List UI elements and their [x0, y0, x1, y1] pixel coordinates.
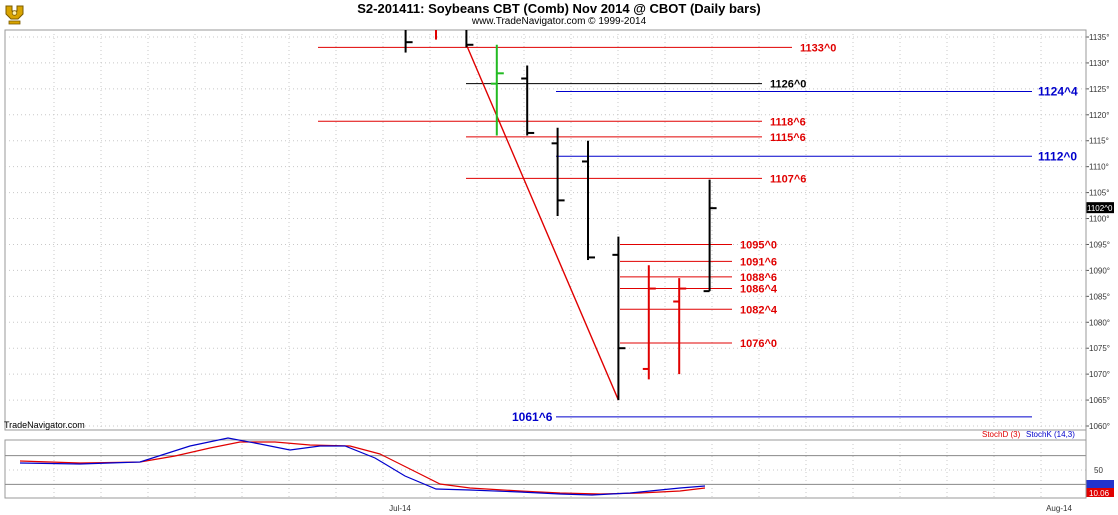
price-level-label: 1133^0 — [800, 42, 836, 54]
price-level-label: 1061^6 — [512, 410, 553, 424]
ohlc-bar — [612, 236, 626, 401]
price-panel: 1060° 1065° 1070° 1075° 1080° 1085° 1090° 1095°… — [4, 29, 1114, 431]
price-level-label: 1076^0 — [740, 338, 777, 350]
price-level-label: 1124^4 — [1038, 84, 1078, 98]
price-tick-label: 1080° — [1089, 318, 1110, 327]
ohlc-bar — [673, 278, 687, 375]
price-tick-label: 1090° — [1089, 266, 1110, 275]
chart-subtitle: www.TradeNavigator.com © 1999-2014 — [471, 16, 647, 27]
price-tick-label: 1075° — [1089, 344, 1110, 353]
price-tick-label: 1125° — [1089, 85, 1109, 94]
ohlc-bar — [551, 127, 565, 216]
chart-header: S2-201411: Soybeans CBT (Comb) Nov 2014 … — [0, 0, 1118, 30]
stochk-line — [19, 437, 706, 496]
price-level-label: 1082^4 — [740, 304, 778, 316]
price-level-label: 1112^0 — [1038, 149, 1077, 163]
watermark-text: TradeNavigator.com — [4, 420, 85, 430]
price-level-label: 1095^0 — [740, 239, 777, 251]
x-axis-label: Jul-14 — [389, 504, 411, 513]
price-tick-label: 1110° — [1089, 163, 1109, 172]
stochastic-panel: 50 StochD (3) StochK (14,3) 10.06 — [4, 430, 1114, 499]
price-tick-label: 1095° — [1089, 240, 1110, 249]
price-tick-label: 1085° — [1089, 292, 1110, 301]
ohlc-bar — [703, 179, 717, 293]
stochd-value-box — [1086, 488, 1114, 497]
price-tick-label: 1060° — [1089, 422, 1110, 431]
price-tick-label: 1100° — [1089, 215, 1109, 224]
price-tick-label: 1135° — [1089, 33, 1109, 42]
ohlc-bar — [490, 44, 504, 136]
stochd-legend: StochD (3) — [982, 430, 1021, 439]
stoch-tick-label: 50 — [1094, 466, 1103, 475]
x-axis-label: Aug-14 — [1046, 504, 1072, 513]
ohlc-bar — [582, 140, 595, 261]
ship-wheel-logo-icon — [5, 5, 24, 25]
price-tick-label: 1120° — [1089, 111, 1109, 120]
current-price-box — [1086, 202, 1114, 214]
price-tick-label: 1070° — [1089, 370, 1110, 379]
chart-title: S2-201411: Soybeans CBT (Comb) Nov 2014 … — [357, 1, 761, 16]
price-level-label: 1126^0 — [770, 79, 806, 91]
price-level-label: 1091^6 — [740, 256, 777, 268]
price-level-label: 1088^6 — [740, 272, 777, 284]
ohlc-bar — [465, 30, 474, 48]
price-level-label: 1118^6 — [770, 116, 806, 128]
price-tick-label: 1105° — [1089, 189, 1109, 198]
price-level-label: 1115^6 — [770, 132, 806, 144]
price-tick-label: 1065° — [1089, 396, 1110, 405]
price-level-label: 1086^4 — [740, 284, 778, 296]
trendline — [465, 44, 620, 401]
price-tick-label: 1115° — [1089, 137, 1109, 146]
stoch-panel-frame — [4, 439, 1087, 499]
stoch-current-value: 10.06 — [1089, 489, 1110, 498]
ohlc-bar — [521, 65, 535, 136]
price-level-label: 1107^6 — [770, 173, 806, 185]
ohlc-bar — [642, 265, 656, 380]
current-price-label: 1102^0 — [1087, 204, 1113, 213]
ohlc-bar — [404, 30, 413, 53]
stochk-legend: StochK (14,3) — [1026, 430, 1075, 439]
stochk-value-box — [1086, 480, 1114, 489]
price-tick-label: 1130° — [1089, 59, 1109, 68]
